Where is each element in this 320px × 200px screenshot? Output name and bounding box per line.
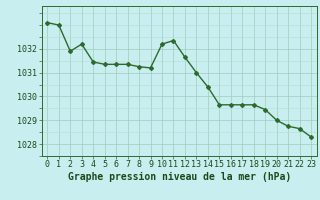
X-axis label: Graphe pression niveau de la mer (hPa): Graphe pression niveau de la mer (hPa) bbox=[68, 172, 291, 182]
